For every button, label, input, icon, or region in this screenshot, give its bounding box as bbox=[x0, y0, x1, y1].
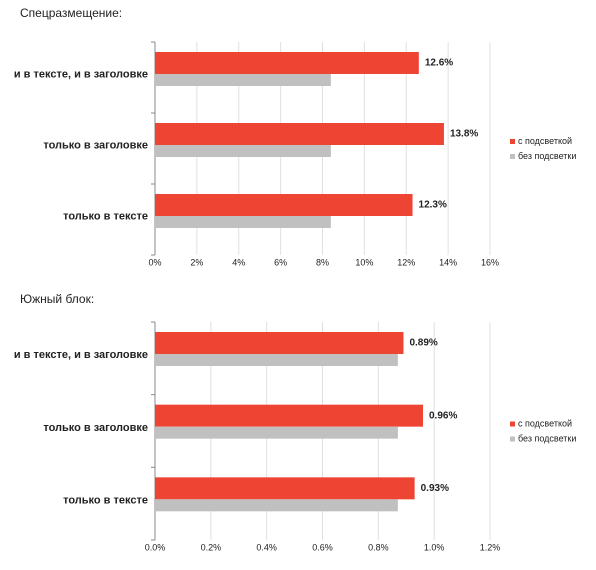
x-tick-label: 2% bbox=[190, 257, 203, 267]
value-label: 12.3% bbox=[419, 200, 447, 211]
value-label: 0.89% bbox=[409, 338, 437, 349]
x-tick-label: 10% bbox=[355, 257, 373, 267]
chart-title: Спецразмещение: bbox=[20, 6, 122, 20]
x-tick-label: 0.2% bbox=[201, 542, 222, 552]
x-tick-label: 0.4% bbox=[256, 542, 277, 552]
legend-label: с подсветкой bbox=[518, 136, 572, 146]
legend-swatch bbox=[510, 154, 515, 159]
x-tick-label: 6% bbox=[274, 257, 287, 267]
bar bbox=[155, 52, 419, 74]
bar bbox=[155, 145, 331, 157]
bar bbox=[155, 499, 398, 512]
bar bbox=[155, 194, 413, 216]
category-label: и в тексте, и в заголовке bbox=[14, 68, 148, 80]
value-label: 12.6% bbox=[425, 58, 453, 69]
x-tick-label: 0.6% bbox=[312, 542, 333, 552]
x-tick-label: 12% bbox=[397, 257, 415, 267]
x-tick-label: 0.8% bbox=[368, 542, 389, 552]
category-label: только в тексте bbox=[63, 210, 148, 222]
value-label: 13.8% bbox=[450, 129, 478, 140]
value-label: 0.96% bbox=[429, 410, 457, 421]
legend-label: без подсветки bbox=[518, 151, 576, 161]
bar bbox=[155, 426, 398, 439]
bar bbox=[155, 123, 444, 145]
x-tick-label: 14% bbox=[439, 257, 457, 267]
legend-label: с подсветкой bbox=[518, 418, 572, 428]
x-tick-label: 8% bbox=[316, 257, 329, 267]
value-label: 0.93% bbox=[421, 483, 449, 494]
bar bbox=[155, 74, 331, 86]
x-tick-label: 16% bbox=[481, 257, 499, 267]
chart-title: Южный блок: bbox=[20, 292, 94, 306]
legend-swatch bbox=[510, 421, 515, 427]
legend-label: без подсветки bbox=[518, 433, 576, 443]
x-tick-label: 0% bbox=[148, 257, 161, 267]
bar bbox=[155, 354, 398, 366]
bar bbox=[155, 477, 415, 500]
category-label: только в тексте bbox=[63, 495, 148, 507]
x-tick-label: 1.2% bbox=[480, 542, 501, 552]
x-tick-label: 0.0% bbox=[145, 542, 166, 552]
legend-swatch bbox=[510, 436, 515, 442]
category-label: и в тексте, и в заголовке bbox=[14, 349, 148, 361]
x-tick-label: 1.0% bbox=[424, 542, 445, 552]
x-tick-label: 4% bbox=[232, 257, 245, 267]
bar bbox=[155, 332, 404, 354]
category-label: только в заголовке bbox=[43, 422, 148, 434]
bar bbox=[155, 404, 423, 427]
legend-swatch bbox=[510, 139, 515, 144]
bar bbox=[155, 216, 331, 228]
category-label: только в заголовке bbox=[43, 139, 148, 151]
